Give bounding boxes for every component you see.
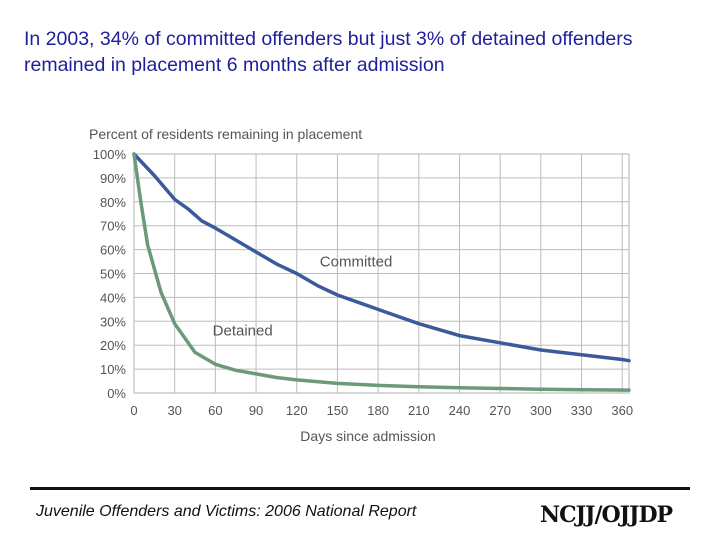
footer-divider xyxy=(30,487,690,490)
y-tick-label: 30% xyxy=(100,314,126,329)
footer-source: Juvenile Offenders and Victims: 2006 Nat… xyxy=(36,503,417,520)
x-tick-label: 0 xyxy=(130,403,137,418)
y-tick-label: 40% xyxy=(100,290,126,305)
y-tick-label: 100% xyxy=(93,147,127,162)
x-tick-label: 270 xyxy=(489,403,511,418)
chart-annotations: Committed Detained xyxy=(213,253,393,339)
y-tick-label: 10% xyxy=(100,362,126,377)
y-tick-label: 90% xyxy=(100,171,126,186)
x-tick-label: 210 xyxy=(408,403,430,418)
y-axis-ticks: 0% 10% 20% 30% 40% 50% 60% 70% 80% 90% 100% xyxy=(93,147,127,401)
y-tick-label: 70% xyxy=(100,219,126,234)
ncjj-ojjdp-logo: NCJJ/OJJDP xyxy=(540,502,674,528)
x-axis-label: Days since admission xyxy=(300,428,435,444)
plot-frame xyxy=(133,153,630,394)
series-line-detained xyxy=(132,152,631,392)
logo-text: NCJJ/OJJDP xyxy=(540,502,673,528)
x-tick-label: 240 xyxy=(449,403,471,418)
x-tick-label: 60 xyxy=(208,403,222,418)
y-tick-label: 50% xyxy=(100,267,126,282)
chart-title: Percent of residents remaining in placem… xyxy=(89,126,362,142)
x-tick-label: 180 xyxy=(367,403,389,418)
series-label-detained: Detained xyxy=(213,323,273,340)
y-tick-label: 60% xyxy=(100,243,126,258)
x-tick-label: 30 xyxy=(167,403,181,418)
y-tick-label: 20% xyxy=(100,338,126,353)
series-line-committed xyxy=(132,152,631,363)
x-tick-label: 120 xyxy=(286,403,308,418)
chart-grid xyxy=(133,153,629,394)
chart-series xyxy=(132,152,631,392)
x-tick-label: 90 xyxy=(249,403,263,418)
placement-line-chart: 0% 10% 20% 30% 40% 50% 60% 70% 80% 90% 100% 0 30 60 9… xyxy=(89,126,633,444)
x-axis-ticks: 0 30 60 90 120 150 180 210 240 270 300 330 360 xyxy=(130,403,633,418)
x-tick-label: 150 xyxy=(327,403,349,418)
series-label-committed: Committed xyxy=(320,253,393,270)
y-tick-label: 80% xyxy=(100,195,126,210)
x-tick-label: 330 xyxy=(571,403,593,418)
page-title: In 2003, 34% of committed offenders but … xyxy=(24,28,633,76)
x-tick-label: 360 xyxy=(611,403,633,418)
x-tick-label: 300 xyxy=(530,403,552,418)
y-tick-label: 0% xyxy=(107,386,126,401)
